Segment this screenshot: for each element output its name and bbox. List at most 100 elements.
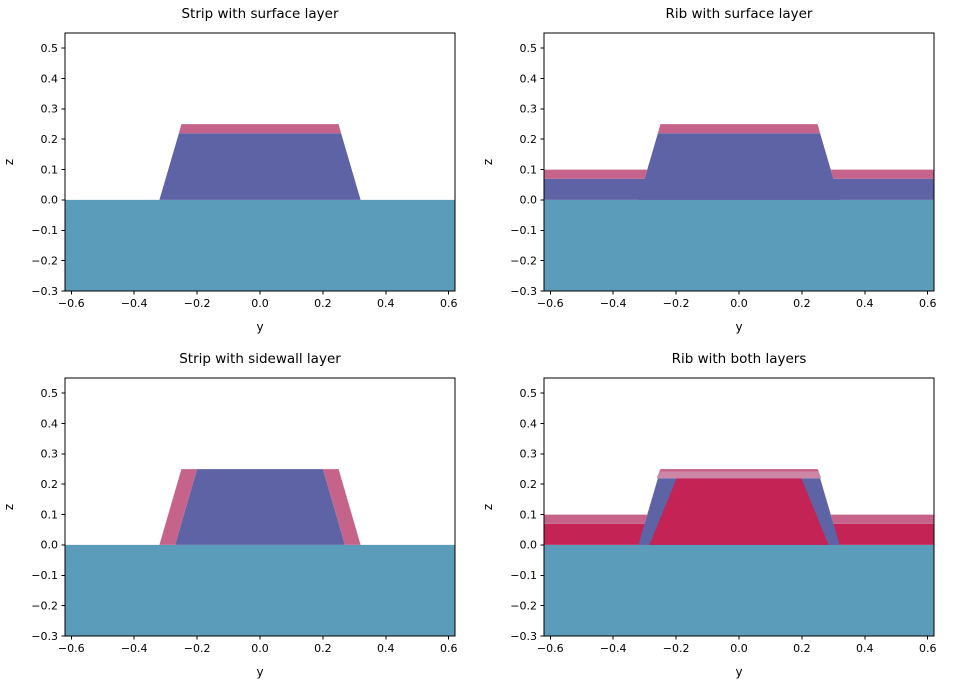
x-tick-label: −0.4 [121,297,148,310]
y-tick-label: 0.4 [520,72,538,85]
subplot-strip-sidewall: Strip with sidewall layer z −0.6 −0.4 −0.2… [0,345,478,690]
plot-area: −0.6 −0.4 −0.2 0.0 0.2 0.4 0.6 −0.3 −0.2 −0.1 0.0 0… [510,32,936,310]
y-tick-label: 0.5 [41,387,59,400]
substrate [544,544,934,636]
subplot-rib-both: Rib with both layers z −0.6 −0.4 −0.2 0.0 0.… [479,345,957,690]
y-tick-label: −0.2 [510,599,537,612]
axes-frame [64,377,456,637]
x-tick-label: 0.2 [314,642,332,655]
axes-frame [64,32,456,292]
x-tick-label: 0.2 [793,642,811,655]
y-tick-label: 0.2 [41,133,59,146]
substrate [65,544,455,636]
y-tick-label: −0.3 [510,630,537,643]
x-tick-label: −0.6 [537,642,564,655]
y-tick-label: 0.3 [41,448,59,461]
y-tick-label: −0.3 [31,630,58,643]
subplot-rib-surface: Rib with surface layer z −0.6 −0.4 −0.2 0.0… [479,0,957,345]
x-tick-label: −0.4 [121,642,148,655]
y-tick-label: −0.2 [31,599,58,612]
x-tick-label: 0.6 [440,642,458,655]
x-tick-label: 0.4 [377,297,395,310]
y-tick-label: −0.2 [31,254,58,267]
y-tick-label: −0.1 [31,224,58,237]
y-tick-label: 0.5 [520,42,538,55]
y-tick-label: 0.0 [41,194,59,207]
x-tick-label: −0.6 [58,642,85,655]
substrate [544,199,934,291]
y-tick-label: 0.5 [520,387,538,400]
subplot-title: Rib with surface layer [665,6,813,22]
axis-ticks: −0.6 −0.4 −0.2 0.0 0.2 0.4 0.6 −0.3 −0.2 −0.1 0.0 0… [510,42,936,310]
y-tick-label: 0.1 [520,163,538,176]
x-tick-label: 0.4 [856,642,874,655]
y-tick-label: 0.3 [520,103,538,116]
surface-layer-left [544,514,648,524]
x-tick-label: 0.2 [314,297,332,310]
y-tick-label: 0.0 [41,539,59,552]
rib-core [638,133,840,200]
surface-layer-top [657,124,821,134]
y-tick-label: 0.3 [41,103,59,116]
substrate [65,199,455,291]
x-tick-label: −0.2 [184,642,211,655]
subplot-title: Strip with sidewall layer [179,351,341,367]
y-tick-label: −0.3 [31,285,58,298]
y-tick-label: −0.1 [510,224,537,237]
surface-layer-cap-edge [659,469,819,472]
x-axis-label: y [735,665,743,679]
x-axis-label: y [256,320,264,334]
x-tick-label: 0.0 [730,297,748,310]
x-tick-label: −0.6 [58,297,85,310]
y-tick-label: 0.0 [520,194,538,207]
x-tick-label: −0.4 [600,642,627,655]
y-tick-label: 0.2 [41,478,59,491]
axes-frame [543,32,935,292]
x-axis-label: y [256,665,264,679]
x-tick-label: 0.6 [919,297,937,310]
rib-overlap [649,478,829,545]
axis-ticks: −0.6 −0.4 −0.2 0.0 0.2 0.4 0.6 −0.3 −0.2 −0.1 0.0 0… [31,387,457,655]
axis-ticks: −0.6 −0.4 −0.2 0.0 0.2 0.4 0.6 −0.3 −0.2 −0.1 0.0 0… [510,387,936,655]
surface-layer-right [830,514,934,524]
plot-area: −0.6 −0.4 −0.2 0.0 0.2 0.4 0.6 −0.3 −0.2 −0.1 0.0 0… [31,32,457,310]
y-tick-label: 0.1 [41,508,59,521]
x-tick-label: 0.6 [440,297,458,310]
x-tick-label: 0.0 [251,642,269,655]
y-tick-label: −0.1 [510,569,537,582]
subplot-strip-surface: Strip with surface layer z −0.6 −0.4 −0.2 0… [0,0,478,345]
plot-area: −0.6 −0.4 −0.2 0.0 0.2 0.4 0.6 −0.3 −0.2 −0.1 0.0 0… [31,377,457,655]
core-strip [159,133,361,200]
core-strip [175,469,345,545]
sidewall-layer-right [322,469,361,545]
y-tick-label: −0.3 [510,285,537,298]
axis-ticks: −0.6 −0.4 −0.2 0.0 0.2 0.4 0.6 −0.3 −0.2 −0.1 0.0 0… [31,42,457,310]
y-tick-label: 0.1 [41,163,59,176]
surface-layer-top [178,124,342,134]
x-tick-label: 0.0 [251,297,269,310]
x-tick-label: 0.4 [856,297,874,310]
y-tick-label: 0.3 [520,448,538,461]
y-tick-label: 0.2 [520,478,538,491]
surface-layer-left [544,169,648,179]
x-axis-label: y [735,320,743,334]
y-tick-label: 0.4 [41,72,59,85]
y-tick-label: 0.4 [41,417,59,430]
y-tick-label: 0.0 [520,539,538,552]
y-tick-label: 0.4 [520,417,538,430]
x-tick-label: −0.2 [663,642,690,655]
sidewall-layer-left [159,469,198,545]
x-tick-label: −0.6 [537,297,564,310]
x-tick-label: −0.4 [600,297,627,310]
subplot-title: Strip with surface layer [181,6,339,22]
y-tick-label: 0.2 [520,133,538,146]
x-tick-label: 0.6 [919,642,937,655]
x-tick-label: 0.4 [377,642,395,655]
y-tick-label: 0.5 [41,42,59,55]
y-tick-label: −0.2 [510,254,537,267]
y-tick-label: 0.1 [520,508,538,521]
x-tick-label: −0.2 [184,297,211,310]
x-tick-label: 0.2 [793,297,811,310]
plot-area: −0.6 −0.4 −0.2 0.0 0.2 0.4 0.6 −0.3 −0.2 −0.1 0.0 0… [510,377,936,655]
